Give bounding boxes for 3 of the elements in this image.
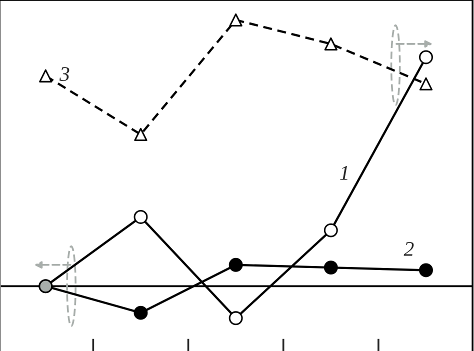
series-label: 2	[404, 242, 414, 256]
series-label: 3	[60, 67, 70, 82]
series-label: 1	[340, 166, 348, 180]
